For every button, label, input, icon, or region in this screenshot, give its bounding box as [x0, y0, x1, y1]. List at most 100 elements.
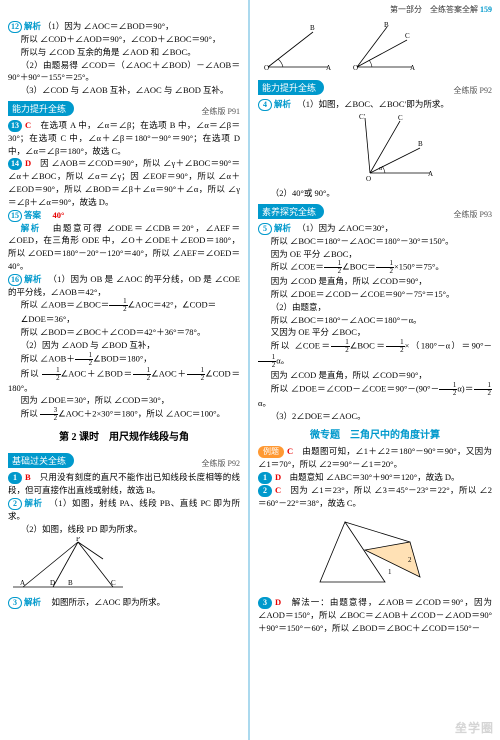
- r4-l2: （2）40°或 90°。: [258, 187, 492, 200]
- ex-label: 例题: [258, 446, 284, 458]
- q15-num: 15: [8, 210, 22, 222]
- svg-text:C: C: [398, 114, 403, 122]
- r5-l7: 所以 ∠BOC＝180°－∠AOC＝180°－α。: [258, 314, 492, 327]
- rr2-num: 2: [258, 485, 272, 497]
- r5-l8: 又因为 OE 平分 ∠BOC，: [258, 326, 492, 339]
- svg-text:B: B: [310, 24, 315, 32]
- tag-basic: 基础过关全练: [8, 453, 74, 468]
- q3-text: 如图所示，∠AOC 即为所求。: [52, 597, 166, 607]
- r5-l0: （1）因为 ∠AOC＝30°，: [302, 223, 393, 233]
- rr3-text: 解法一：由题意得，∠AOB＝∠COD＝90°，因为 ∠AOD＝150°，所以 ∠…: [258, 597, 492, 633]
- svg-text:O: O: [264, 64, 269, 72]
- diagram-angle1: O A B: [258, 22, 338, 74]
- diagram-angle2: O A C B: [342, 22, 422, 74]
- q2-num: 2: [8, 498, 22, 510]
- q14-num: 14: [8, 158, 22, 170]
- rr2-text: 因为 ∠1＝23°，所以 ∠3＝45°－23°＝22°，所以 ∠2＝60°－22…: [258, 485, 492, 508]
- q3-label: 解析: [24, 597, 41, 607]
- svg-text:C: C: [111, 579, 116, 587]
- q15-ans: 40°: [53, 210, 65, 220]
- svg-text:B: B: [68, 579, 73, 587]
- q3-num: 3: [8, 597, 22, 609]
- q13-text: 在选项 A 中，∠α＝∠β；在选项 B 中，∠α＝∠β＝30°；在选项 C 中，…: [8, 120, 240, 156]
- q16-l7: 因为 ∠DOE＝30°，所以 ∠COD＝30°，: [8, 394, 240, 407]
- r5-l12: （3）2∠DOE＝∠AOC。: [258, 410, 492, 423]
- rr2-ans: C: [275, 485, 281, 495]
- q12-l0: （1）因为 ∠AOC＝∠BOD＝90°，: [43, 21, 174, 31]
- left-column: 12解析（1）因为 ∠AOC＝∠BOD＝90°， 所以 ∠COD＋∠AOD＝90…: [0, 0, 250, 740]
- diagram-pabc: P A D B C: [8, 537, 240, 594]
- q13-ans: C: [25, 120, 31, 130]
- r5-l3: 所以 ∠COE＝12∠BOC＝12×150°＝75°。: [258, 260, 492, 275]
- r4-label: 解析: [274, 99, 291, 109]
- r5-l6: （2）由题意，: [258, 301, 492, 314]
- q16-l8: 所以 32∠AOC＋2×30°＝180°，所以 ∠AOC＝100°。: [8, 407, 240, 422]
- q16-l5: 所以 ∠AOB＋12∠BOD＝180°，: [8, 352, 240, 367]
- q16-l1: （1）因为 OB 是 ∠AOC 的平分线，OD 是 ∠COE 的平分线，∠AOB…: [8, 274, 240, 297]
- rr1-text: 由题意知 ∠ABC＝30°＋90°＝120°，故选 D。: [290, 472, 460, 482]
- svg-text:A: A: [410, 64, 415, 72]
- r4-num: 4: [258, 99, 272, 111]
- r5-l4: 因为 ∠COD 是直角，所以 ∠COD＝90°，: [258, 275, 492, 288]
- right-column: OAB OACB 能力提升全练 全练版 P92 4解析 （1）如图，∠BOC、∠…: [250, 0, 500, 740]
- watermark: 垒学圈: [455, 719, 494, 736]
- svg-text:1: 1: [388, 568, 392, 576]
- r5-l5: 所以 ∠DOE＝∠COD－∠COE＝90°－75°＝15°。: [258, 288, 492, 301]
- svg-text:B: B: [418, 140, 423, 148]
- rr1-ans: D: [275, 472, 281, 482]
- q1b-num: 1: [8, 472, 22, 484]
- svg-text:A: A: [20, 579, 25, 587]
- r5-l9: 所以 ∠COE＝12∠BOC＝12×（180°－α）＝90°－12α。: [258, 339, 492, 369]
- svg-text:P: P: [76, 537, 80, 543]
- q16-l3: 所以 ∠BOD＝∠BOC＋∠COD＝42°＋36°＝78°。: [8, 326, 240, 339]
- q15-text: 由题意可得 ∠ODE＝∠CDB＝20°，∠AEF＝∠OED，在三角形 ODE 中…: [8, 223, 240, 271]
- r5-l11: 所以 ∠DOE＝∠COD－∠COE＝90°－(90°－12α)＝12α。: [258, 382, 492, 410]
- q2-l2: （2）如图，线段 PD 即为所求。: [8, 523, 240, 536]
- q16-l6: 所以 12∠AOC＋∠BOD＝12∠AOC＋12∠COD＝180°。: [8, 367, 240, 395]
- micro-title: 微专题 三角尺中的角度计算: [258, 426, 492, 441]
- r5-l2: 因为 OE 平分 ∠BOC，: [258, 248, 492, 261]
- tag-ability: 能力提升全练: [8, 101, 74, 116]
- q12-label: 解析: [24, 21, 41, 31]
- r5-l1: 所以 ∠BOC＝180°－∠AOC＝180°－30°＝150°。: [258, 235, 492, 248]
- q14-ans: D: [25, 158, 31, 168]
- lesson2-title: 第 2 课时 用尺规作线段与角: [8, 428, 240, 443]
- q12-num: 12: [8, 21, 22, 33]
- svg-text:2: 2: [408, 556, 412, 564]
- q1b-ans: B: [25, 472, 31, 482]
- svg-text:C: C: [405, 32, 410, 40]
- diagram-triangle: 12: [258, 512, 492, 594]
- q12-l1: 所以 ∠COD＋∠AOD＝90°，∠COD＋∠BOC＝90°，: [8, 33, 240, 46]
- svg-text:A: A: [326, 64, 331, 72]
- q15-l2: 解析: [21, 223, 41, 233]
- q16-label: 解析: [24, 274, 42, 284]
- svg-text:O: O: [366, 175, 371, 183]
- diagram-boc: α OA BCC′: [258, 113, 492, 185]
- rr3-ans: D: [275, 597, 281, 607]
- svg-text:O: O: [353, 64, 358, 72]
- rr3-num: 3: [258, 597, 272, 609]
- q12-l2: 所以与 ∠COD 互余的角是 ∠AOD 和 ∠BOC。: [8, 46, 240, 59]
- svg-text:D: D: [50, 579, 55, 587]
- q13-num: 13: [8, 120, 22, 132]
- q16-num: 16: [8, 274, 22, 286]
- r4-l1: （1）如图，∠BOC、∠BOC′即为所求。: [302, 99, 449, 109]
- q1b-text: 只用没有刻度的直尺不能作出已知线段长度相等的线段，但可直接作出直线或射线，故选 …: [8, 472, 240, 495]
- q16-l2: 所以 ∠AOB＝∠BOC＝12∠AOC＝42°，∠COD＝: [8, 298, 240, 313]
- svg-text:B: B: [384, 22, 389, 29]
- q14-text: 因 ∠AOB＝∠COD＝90°，所以 ∠γ＋∠BOC＝90°＝∠α＋∠BOC，所…: [8, 158, 240, 207]
- q15-label: 答案: [24, 210, 41, 220]
- r5-label: 解析: [274, 223, 291, 233]
- r5-num: 5: [258, 223, 272, 235]
- r5-l10: 因为 ∠COD 是直角，所以 ∠COD＝90°，: [258, 369, 492, 382]
- tag-ability-r: 能力提升全练: [258, 80, 324, 95]
- rr1-num: 1: [258, 472, 272, 484]
- q12-l4: （3）∠COD 与 ∠AOB 互补，∠AOC 与 ∠BOD 互补。: [8, 84, 240, 97]
- ex-text: 由题图可知，∠1＋∠2＝180°－90°＝90°，又因为 ∠1＝70°，所以 ∠…: [258, 446, 492, 469]
- tag-explore: 素养探究全练: [258, 204, 324, 219]
- q12-l3: （2）由题易得 ∠COD＝（∠AOC＋∠BOD）－∠AOB＝90°＋90°－15…: [8, 59, 240, 85]
- q16-l4: （2）因为 ∠AOD 与 ∠BOD 互补，: [8, 339, 240, 352]
- q2-label: 解析: [24, 498, 43, 508]
- q16-l2b: ∠DOE＝36°，: [8, 313, 240, 326]
- svg-text:A: A: [428, 170, 433, 178]
